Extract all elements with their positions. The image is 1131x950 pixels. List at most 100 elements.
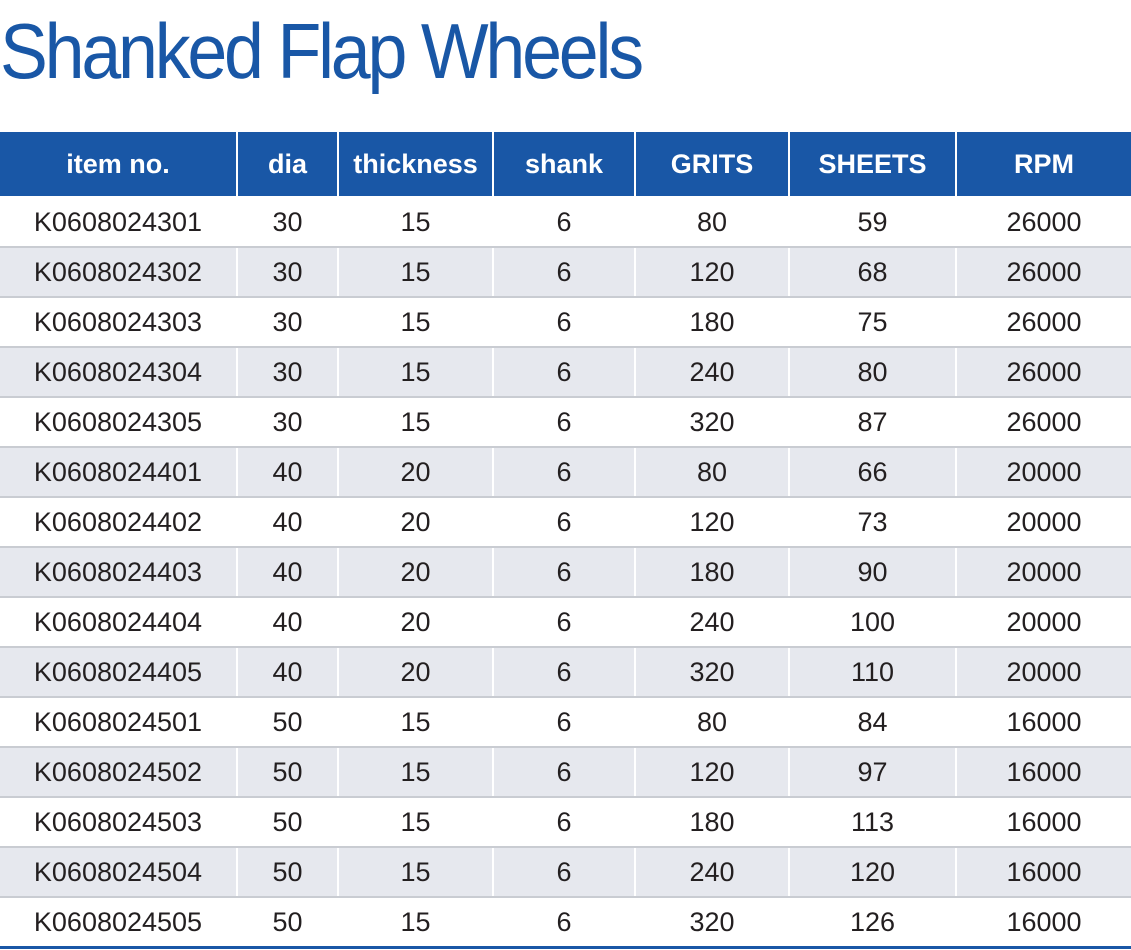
rpm-cell: 16000 xyxy=(955,697,1131,748)
shank-cell: 6 xyxy=(492,247,635,298)
thickness-cell: 20 xyxy=(337,647,493,698)
dia-cell: 40 xyxy=(236,547,338,598)
shank-cell: 6 xyxy=(492,347,635,398)
sheets-cell: 100 xyxy=(788,597,956,648)
shank-cell: 6 xyxy=(492,597,635,648)
table-row: K0608024401 40 20 6 80 66 20000 xyxy=(0,447,1131,498)
item-no-cell: K0608024503 xyxy=(0,797,237,848)
item-no-cell: K0608024502 xyxy=(0,747,237,798)
rpm-cell: 20000 xyxy=(955,447,1131,498)
table-row: K0608024303 30 15 6 180 75 26000 xyxy=(0,297,1131,348)
item-no-cell: K0608024501 xyxy=(0,697,237,748)
table-row: K0608024505 50 15 6 320 126 16000 xyxy=(0,897,1131,949)
table-row: K0608024502 50 15 6 120 97 16000 xyxy=(0,747,1131,798)
rpm-cell: 20000 xyxy=(955,497,1131,548)
sheets-cell: 90 xyxy=(788,547,956,598)
thickness-cell: 15 xyxy=(337,297,493,348)
grits-cell: 80 xyxy=(634,697,789,748)
shank-cell: 6 xyxy=(492,897,635,949)
thickness-cell: 20 xyxy=(337,547,493,598)
dia-cell: 50 xyxy=(236,797,338,848)
dia-cell: 50 xyxy=(236,697,338,748)
grits-cell: 120 xyxy=(634,247,789,298)
thickness-cell: 15 xyxy=(337,397,493,448)
header-dia: dia xyxy=(236,132,338,198)
grits-cell: 240 xyxy=(634,597,789,648)
dia-cell: 30 xyxy=(236,397,338,448)
spec-table: item no. dia thickness shank GRITS SHEET… xyxy=(0,132,1131,949)
item-no-cell: K0608024403 xyxy=(0,547,237,598)
header-shank: shank xyxy=(492,132,635,198)
shank-cell: 6 xyxy=(492,647,635,698)
rpm-cell: 26000 xyxy=(955,397,1131,448)
grits-cell: 120 xyxy=(634,747,789,798)
rpm-cell: 16000 xyxy=(955,797,1131,848)
table-row: K0608024404 40 20 6 240 100 20000 xyxy=(0,597,1131,648)
table-row: K0608024402 40 20 6 120 73 20000 xyxy=(0,497,1131,548)
thickness-cell: 20 xyxy=(337,497,493,548)
shank-cell: 6 xyxy=(492,497,635,548)
shank-cell: 6 xyxy=(492,447,635,498)
grits-cell: 320 xyxy=(634,897,789,949)
table-header: item no. dia thickness shank GRITS SHEET… xyxy=(0,132,1131,198)
rpm-cell: 26000 xyxy=(955,197,1131,248)
rpm-cell: 26000 xyxy=(955,347,1131,398)
sheets-cell: 97 xyxy=(788,747,956,798)
dia-cell: 30 xyxy=(236,247,338,298)
rpm-cell: 20000 xyxy=(955,547,1131,598)
sheets-cell: 73 xyxy=(788,497,956,548)
rpm-cell: 20000 xyxy=(955,597,1131,648)
thickness-cell: 15 xyxy=(337,797,493,848)
table-row: K0608024403 40 20 6 180 90 20000 xyxy=(0,547,1131,598)
header-sheets: SHEETS xyxy=(788,132,956,198)
rpm-cell: 26000 xyxy=(955,297,1131,348)
rpm-cell: 20000 xyxy=(955,647,1131,698)
rpm-cell: 16000 xyxy=(955,847,1131,898)
dia-cell: 30 xyxy=(236,197,338,248)
table-row: K0608024305 30 15 6 320 87 26000 xyxy=(0,397,1131,448)
table-row: K0608024304 30 15 6 240 80 26000 xyxy=(0,347,1131,398)
sheets-cell: 120 xyxy=(788,847,956,898)
thickness-cell: 15 xyxy=(337,197,493,248)
table-row: K0608024503 50 15 6 180 113 16000 xyxy=(0,797,1131,848)
shank-cell: 6 xyxy=(492,197,635,248)
item-no-cell: K0608024302 xyxy=(0,247,237,298)
dia-cell: 50 xyxy=(236,897,338,949)
thickness-cell: 15 xyxy=(337,697,493,748)
shank-cell: 6 xyxy=(492,297,635,348)
shank-cell: 6 xyxy=(492,697,635,748)
table-row: K0608024405 40 20 6 320 110 20000 xyxy=(0,647,1131,698)
sheets-cell: 110 xyxy=(788,647,956,698)
grits-cell: 240 xyxy=(634,847,789,898)
item-no-cell: K0608024402 xyxy=(0,497,237,548)
rpm-cell: 26000 xyxy=(955,247,1131,298)
shank-cell: 6 xyxy=(492,847,635,898)
sheets-cell: 66 xyxy=(788,447,956,498)
grits-cell: 80 xyxy=(634,447,789,498)
dia-cell: 40 xyxy=(236,647,338,698)
thickness-cell: 15 xyxy=(337,897,493,949)
item-no-cell: K0608024301 xyxy=(0,197,237,248)
rpm-cell: 16000 xyxy=(955,747,1131,798)
grits-cell: 180 xyxy=(634,297,789,348)
thickness-cell: 20 xyxy=(337,447,493,498)
table-row: K0608024302 30 15 6 120 68 26000 xyxy=(0,247,1131,298)
grits-cell: 320 xyxy=(634,397,789,448)
shank-cell: 6 xyxy=(492,747,635,798)
dia-cell: 30 xyxy=(236,297,338,348)
table-row: K0608024504 50 15 6 240 120 16000 xyxy=(0,847,1131,898)
dia-cell: 40 xyxy=(236,497,338,548)
sheets-cell: 126 xyxy=(788,897,956,949)
dia-cell: 40 xyxy=(236,597,338,648)
table-row: K0608024301 30 15 6 80 59 26000 xyxy=(0,197,1131,248)
dia-cell: 50 xyxy=(236,847,338,898)
dia-cell: 50 xyxy=(236,747,338,798)
table-row: K0608024501 50 15 6 80 84 16000 xyxy=(0,697,1131,748)
item-no-cell: K0608024304 xyxy=(0,347,237,398)
item-no-cell: K0608024401 xyxy=(0,447,237,498)
header-thickness: thickness xyxy=(337,132,493,198)
item-no-cell: K0608024504 xyxy=(0,847,237,898)
grits-cell: 320 xyxy=(634,647,789,698)
item-no-cell: K0608024405 xyxy=(0,647,237,698)
grits-cell: 120 xyxy=(634,497,789,548)
